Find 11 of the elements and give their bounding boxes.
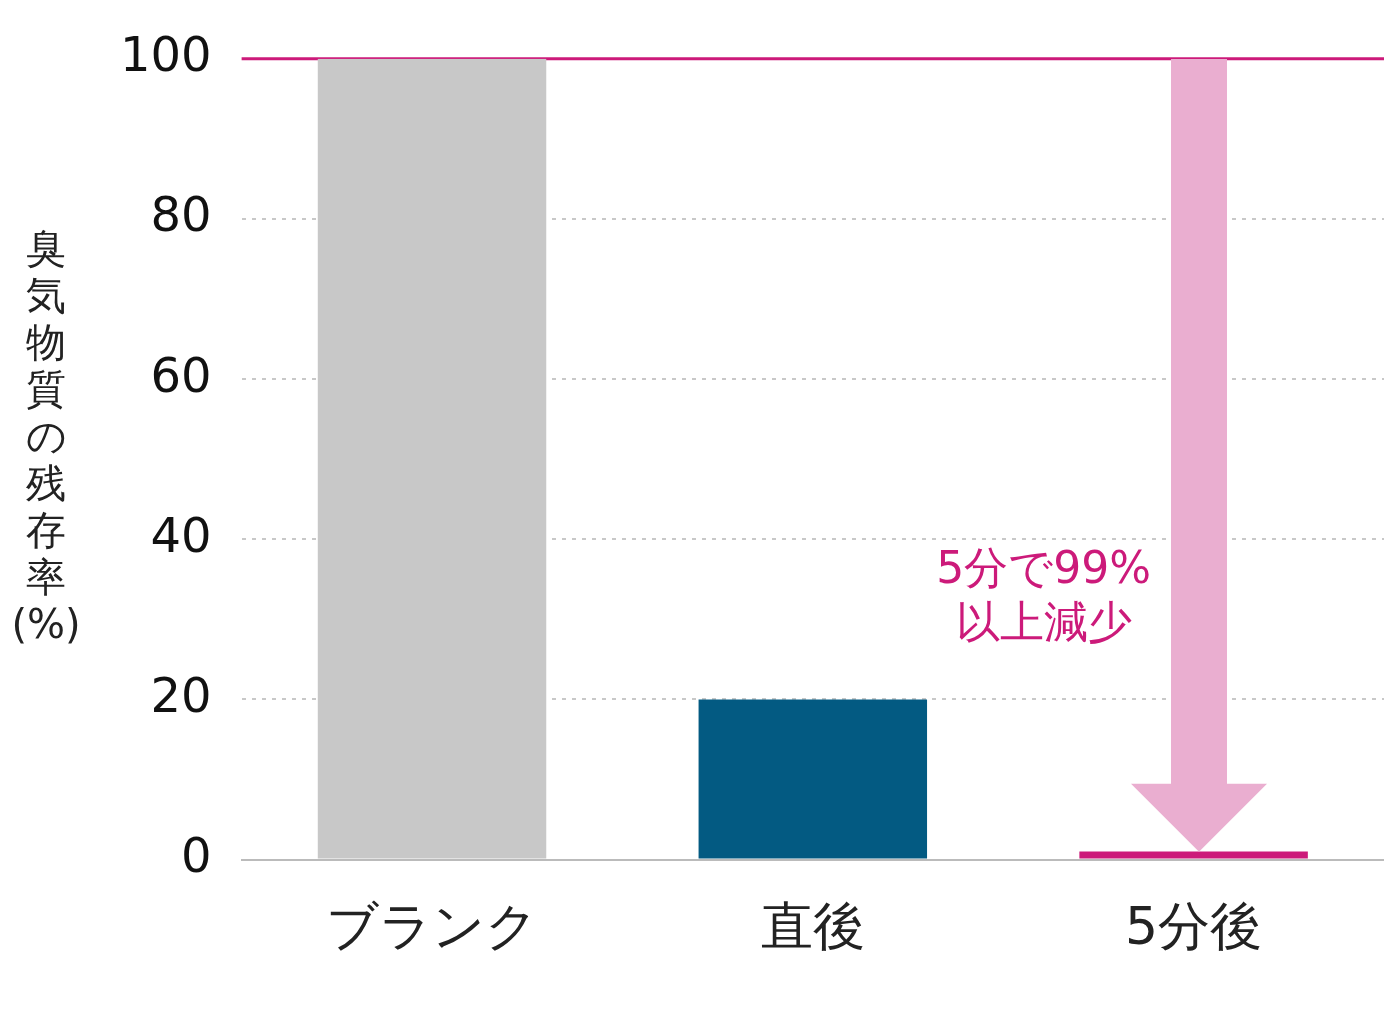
y-tick-label: 80 <box>150 186 212 243</box>
y-tick-label: 20 <box>150 666 212 723</box>
annotation: 5分で99%以上減少 <box>935 541 1152 650</box>
text: 臭気物質の残存率(%) <box>11 225 81 647</box>
x-tick-label: 直後 <box>760 896 865 957</box>
y-tick-label: 0 <box>181 827 212 884</box>
y-tick-label: 40 <box>150 506 212 563</box>
x-tick-label: 5分後 <box>1125 896 1263 957</box>
x-tick-label: ブランク <box>326 896 539 957</box>
y-tick-label: 60 <box>150 346 212 403</box>
y-tick-label: 100 <box>119 26 212 83</box>
